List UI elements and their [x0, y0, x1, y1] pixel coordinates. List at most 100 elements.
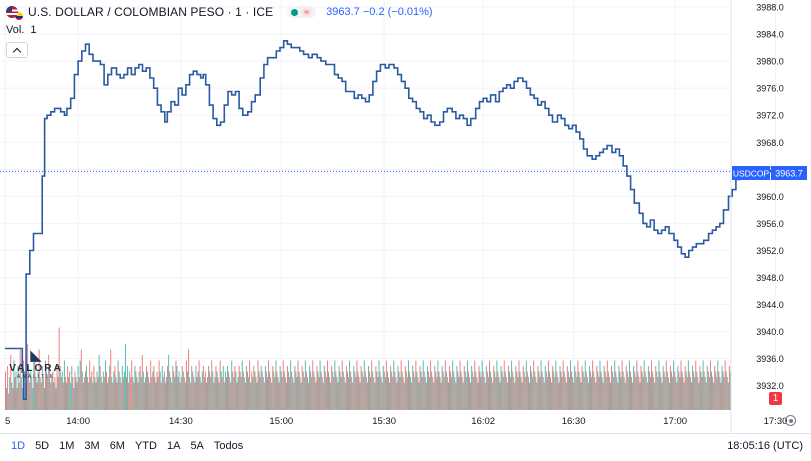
volume-bar — [729, 371, 731, 410]
volume-bar — [380, 377, 382, 410]
volume-bar — [88, 382, 90, 410]
volume-bar — [199, 377, 201, 410]
volume-bar — [587, 382, 589, 410]
volume-bar — [326, 360, 328, 410]
volume-bar — [631, 377, 633, 410]
volume-bar — [323, 366, 325, 410]
volume-bar — [517, 377, 519, 410]
volume-bar — [129, 371, 131, 410]
volume-bar — [446, 377, 448, 410]
volume-bar — [415, 360, 417, 410]
volume-bar — [377, 377, 379, 410]
volume-bar — [531, 371, 533, 410]
volume-bar — [667, 377, 669, 410]
volume-bar — [677, 366, 679, 410]
volume-bar — [728, 366, 730, 410]
volume-bar — [637, 371, 639, 410]
range-button-1m[interactable]: 1M — [59, 440, 75, 452]
volume-bar — [139, 366, 141, 410]
range-button-5a[interactable]: 5A — [190, 440, 204, 452]
volume-bar — [210, 377, 212, 410]
volume-bar — [321, 377, 323, 410]
range-button-1d[interactable]: 1D — [11, 440, 26, 452]
volume-bar — [582, 371, 584, 410]
volume-bar — [168, 355, 170, 410]
range-button-1a[interactable]: 1A — [166, 440, 181, 452]
volume-bar — [592, 360, 594, 410]
volume-bar — [283, 371, 285, 410]
price-chart[interactable]: 3988.03984.03980.03976.03972.03968.03964… — [0, 0, 811, 433]
volume-legend[interactable]: Vol. 1 — [6, 24, 36, 36]
volume-bar — [711, 371, 713, 410]
volume-bar — [442, 371, 444, 410]
volume-bar — [612, 371, 614, 410]
symbol-title[interactable]: U.S. DOLLAR / COLOMBIAN PESO · 1 · ICE — [28, 5, 274, 19]
volume-bar — [497, 371, 499, 410]
volume-bar — [348, 377, 350, 410]
volume-bar — [671, 371, 673, 410]
volume-bar — [622, 371, 624, 410]
volume-bar — [262, 377, 264, 410]
volume-bar — [713, 382, 715, 410]
volume-bar — [625, 366, 627, 410]
volume-bar — [154, 377, 156, 410]
volume-bar — [695, 360, 697, 410]
volume-bar — [73, 388, 75, 410]
volume-bar — [53, 382, 55, 410]
clock[interactable]: 18:05:16 (UTC) — [727, 440, 803, 452]
range-button-6m[interactable]: 6M — [109, 440, 125, 452]
volume-bar — [508, 371, 510, 410]
collapse-legend-button[interactable] — [6, 42, 28, 58]
market-status-pill[interactable]: ≈ — [287, 6, 317, 18]
volume-bar — [20, 377, 22, 410]
volume-bar — [177, 377, 179, 410]
range-button-todos[interactable]: Todos — [213, 440, 244, 452]
volume-bar — [312, 360, 314, 410]
range-button-ytd[interactable]: YTD — [134, 440, 157, 452]
volume-bar — [498, 377, 500, 410]
volume-bar — [236, 382, 238, 410]
volume-bar — [46, 371, 48, 410]
volume-bar — [249, 360, 251, 410]
volume-bar — [456, 366, 458, 410]
volume-bar — [720, 382, 722, 410]
volume-bar — [92, 382, 94, 410]
volume-bar — [245, 366, 247, 410]
time-axis[interactable]: 5 14:00 14:30 15:00 15:30 16:02 16:30 17:00 17:3… — [5, 416, 811, 427]
volume-bar — [505, 377, 507, 410]
time-tick-label: 5 — [5, 416, 10, 427]
range-button-3m[interactable]: 3M — [84, 440, 100, 452]
volume-bar — [416, 371, 418, 410]
volume-bar — [405, 371, 407, 410]
volume-bar — [254, 371, 256, 410]
volume-bar — [495, 377, 497, 410]
volume-bar — [208, 366, 210, 410]
volume-bar — [717, 360, 719, 410]
volume-bar — [310, 371, 312, 410]
volume-bar — [616, 377, 618, 410]
price-axis[interactable]: 3988.03984.03980.03976.03972.03968.03964… — [756, 3, 784, 392]
volume-bar — [384, 377, 386, 410]
volume-bar — [127, 366, 129, 410]
gear-icon[interactable] — [785, 415, 796, 426]
volume-bar — [156, 371, 158, 410]
volume-bar — [652, 371, 654, 410]
volume-bar — [6, 388, 8, 410]
range-button-5d[interactable]: 5D — [35, 440, 50, 452]
volume-bar — [356, 360, 358, 410]
volume-bar — [588, 366, 590, 410]
volume-bar — [605, 377, 607, 410]
volume-bar — [346, 371, 348, 410]
volume-bar — [500, 366, 502, 410]
volume-bar — [99, 366, 101, 410]
volume-bar — [335, 371, 337, 410]
price-tick-label: 3968.0 — [756, 138, 784, 148]
volume-bar — [684, 366, 686, 410]
volume-bar — [567, 371, 569, 410]
volume-bar — [600, 371, 602, 410]
volume-bar — [481, 360, 483, 410]
volume-bar — [607, 371, 609, 410]
volume-bar — [590, 371, 592, 410]
volume-bar — [71, 366, 73, 410]
volume-bar — [74, 371, 76, 410]
